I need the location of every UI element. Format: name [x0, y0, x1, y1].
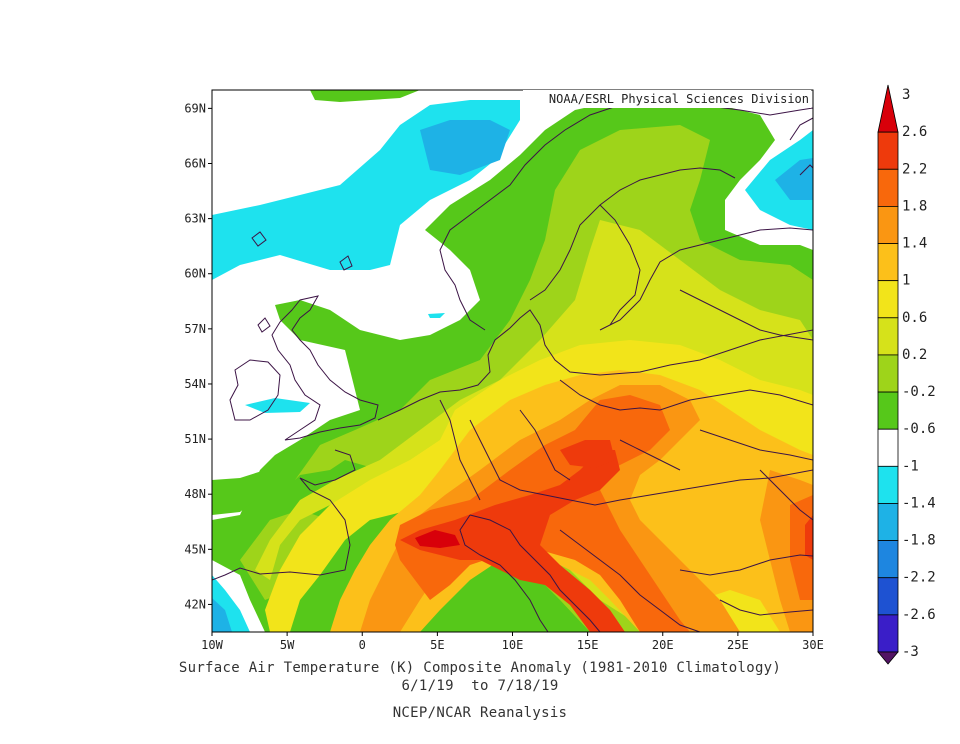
coastlines-and-borders: [212, 99, 813, 632]
colorbar-swatch: [877, 614, 899, 653]
colorbar-swatch: [877, 280, 899, 319]
lat-tick-label: 63N: [184, 212, 206, 226]
lon-tick-label: 10W: [201, 638, 223, 652]
colorbar-label: 2.2: [902, 161, 927, 177]
lat-tick-label: 57N: [184, 322, 206, 336]
lat-tick-label: 69N: [184, 101, 206, 115]
colorbar-label: -3: [902, 644, 919, 660]
colorbar-label: 1: [902, 273, 910, 289]
colorbar-label: 1.8: [902, 198, 927, 214]
longitude-axis: 10W 5W 0 5E 10E 15E 20E 25E 30E: [201, 632, 824, 652]
colorbar-top-arrow: [877, 84, 899, 133]
colorbar-label: -1.8: [902, 533, 936, 549]
colorbar-label: -0.2: [902, 384, 936, 400]
negative-anomaly-core-northeast: [775, 158, 813, 200]
colorbar-swatch: [877, 428, 899, 467]
max-anomaly-core: [415, 530, 460, 548]
lon-tick-label: 25E: [727, 638, 749, 652]
colorbar-label: -1: [902, 458, 919, 474]
colorbar-swatch: [877, 243, 899, 282]
colorbar-swatch: [877, 131, 899, 170]
colorbar-swatch: [877, 205, 899, 244]
colorbar-label: 3: [902, 87, 910, 103]
colorbar-swatch: [877, 168, 899, 207]
lon-tick-label: 15E: [577, 638, 599, 652]
colorbar-label: -1.4: [902, 495, 936, 511]
colorbar-swatch: [877, 503, 899, 542]
date-range: 6/1/19 to 7/18/19: [401, 678, 559, 694]
lon-tick-label: 5E: [430, 638, 444, 652]
negative-anomaly-core: [420, 120, 510, 175]
lon-tick-label: 10E: [502, 638, 524, 652]
lat-tick-label: 45N: [184, 542, 206, 556]
anomaly-contour-field: [212, 90, 813, 632]
colorbar-swatch: [877, 540, 899, 579]
lat-tick-label: 48N: [184, 487, 206, 501]
colorbar-label: -0.6: [902, 421, 936, 437]
data-credit-label: NOAA/ESRL Physical Sciences Division: [523, 90, 811, 108]
colorbar-label: -2.2: [902, 570, 936, 586]
lon-tick-label: 5W: [280, 638, 295, 652]
colorbar-swatch: [877, 577, 899, 616]
colorbar-label: 2.6: [902, 124, 927, 140]
colorbar-label: 0.2: [902, 347, 927, 363]
lat-tick-label: 66N: [184, 156, 206, 170]
lat-tick-label: 51N: [184, 432, 206, 446]
colorbar: 3 2.6 2.2 1.8 1.4 1 0.6 0.2 -0.2 -0.6 -1 -1.4 -1.8 -2…: [877, 84, 936, 665]
colorbar-label: 1.4: [902, 236, 927, 252]
colorbar-swatch: [877, 465, 899, 504]
map-title: Surface Air Temperature (K) Composite An…: [178, 660, 782, 676]
lon-tick-label: 20E: [652, 638, 674, 652]
colorbar-label: 0.6: [902, 310, 927, 326]
colorbar-swatch: [877, 317, 899, 356]
colorbar-bottom-arrow: [877, 651, 899, 665]
latitude-axis: 69N 66N 63N 60N 57N 54N 51N 48N 45N 42N: [184, 101, 212, 611]
data-source: NCEP/NCAR Reanalysis: [392, 705, 568, 721]
lon-tick-label: 0: [359, 638, 366, 652]
lat-tick-label: 42N: [184, 597, 206, 611]
colorbar-swatch: [877, 354, 899, 393]
colorbar-label: -2.6: [902, 607, 936, 623]
lat-tick-label: 54N: [184, 377, 206, 391]
colorbar-swatch: [877, 391, 899, 430]
negative-anomaly-patch-ireland: [245, 398, 310, 413]
lat-tick-label: 60N: [184, 267, 206, 281]
lon-tick-label: 30E: [802, 638, 824, 652]
